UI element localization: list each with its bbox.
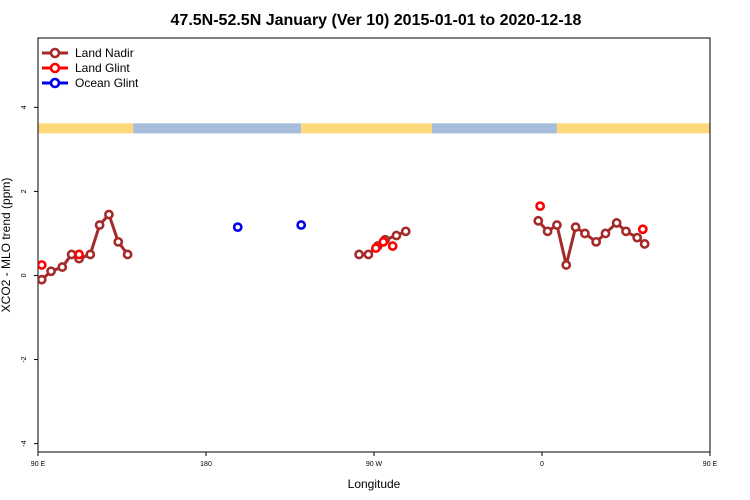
y-tick-label: 4 (21, 105, 28, 109)
data-point-land-nadir (639, 239, 650, 249)
data-point-land-glint (74, 249, 84, 260)
data-point-land-nadir (46, 266, 56, 277)
x-tick-label: 90 W (366, 461, 383, 468)
data-point-land-nadir (621, 226, 631, 237)
data-point-land-nadir (122, 249, 133, 260)
data-point-land-nadir (570, 222, 581, 233)
x-tick-label: 90 E (31, 461, 46, 468)
data-point-land-nadir (600, 228, 611, 239)
series-layer (38, 201, 750, 285)
legend-label: Ocean Glint (75, 76, 139, 90)
data-point-land-nadir (611, 218, 622, 228)
data-point-land-nadir (354, 249, 364, 260)
data-point-land-nadir (719, 276, 726, 283)
series-land-glint (38, 201, 726, 270)
chart-title: 47.5N-52.5N January (Ver 10) 2015-01-01 … (171, 12, 582, 29)
data-point-land-nadir (542, 226, 553, 237)
data-point-land-glint (719, 261, 726, 268)
data-point-land-nadir (113, 236, 124, 247)
x-tick-label: 180 (200, 461, 212, 468)
x-axis-label: Longitude (348, 477, 401, 491)
y-tick-label: 2 (21, 189, 28, 193)
legend-swatch-marker (49, 77, 61, 89)
data-point-land-nadir (632, 232, 643, 243)
land-ocean-band (38, 123, 710, 134)
data-point-land-nadir (552, 220, 562, 230)
legend-item-land-glint: Land Glint (42, 61, 130, 75)
data-point-land-glint (387, 241, 398, 251)
data-point-land-nadir (363, 249, 374, 260)
y-tick-label: 0 (21, 273, 28, 277)
data-point-land-nadir (738, 263, 745, 270)
band-segment-land (556, 123, 710, 134)
legend-label: Land Glint (75, 61, 130, 75)
data-point-land-nadir (591, 236, 602, 247)
data-point-ocean-glint (232, 222, 243, 233)
band-segment-land (38, 123, 134, 134)
y-axis-label: XCO2 - MLO trend (ppm) (0, 178, 13, 313)
data-point-land-nadir (712, 270, 719, 277)
data-point-land-nadir (400, 226, 411, 237)
data-point-land-glint (378, 236, 389, 247)
legend-swatch-marker (49, 62, 61, 74)
data-point-land-nadir (57, 262, 68, 272)
band-segment-land (301, 123, 432, 134)
legend-item-land-nadir: Land Nadir (42, 46, 134, 60)
data-point-ocean-glint (296, 220, 307, 230)
legend-swatch-marker (49, 47, 61, 59)
data-point-land-nadir (38, 274, 47, 285)
data-point-land-nadir (580, 228, 590, 239)
data-point-land-nadir (391, 230, 402, 241)
series-land-nadir (38, 209, 750, 285)
series-line-land-nadir (40, 213, 129, 281)
y-axis: -4 -2 0 2 4 (21, 105, 38, 447)
data-point-land-nadir (94, 220, 105, 230)
data-point-land-nadir (729, 268, 736, 275)
band-segment-ocean (133, 123, 302, 134)
data-point-land-nadir (85, 249, 96, 260)
series-line-land-nadir (716, 215, 750, 280)
x-tick-label: 90 E (703, 461, 718, 468)
data-point-land-nadir (533, 215, 544, 226)
data-point-land-glint (535, 201, 546, 212)
series-ocean-glint (232, 220, 307, 233)
band-segment-ocean (431, 123, 557, 134)
data-point-land-glint (370, 243, 381, 254)
data-point-land-nadir (66, 249, 77, 260)
legend-item-ocean-glint: Ocean Glint (42, 76, 139, 90)
data-point-land-nadir (104, 209, 114, 220)
data-point-land-glint (637, 224, 648, 235)
data-point-land-glint (38, 260, 47, 270)
y-tick-label: -2 (21, 356, 28, 362)
data-point-land-nadir (561, 260, 572, 270)
x-tick-label: 0 (540, 461, 544, 468)
y-tick-label: -4 (21, 440, 28, 446)
legend-label: Land Nadir (75, 46, 134, 60)
x-axis: 90 E 180 90 W 0 90 E (31, 452, 718, 468)
